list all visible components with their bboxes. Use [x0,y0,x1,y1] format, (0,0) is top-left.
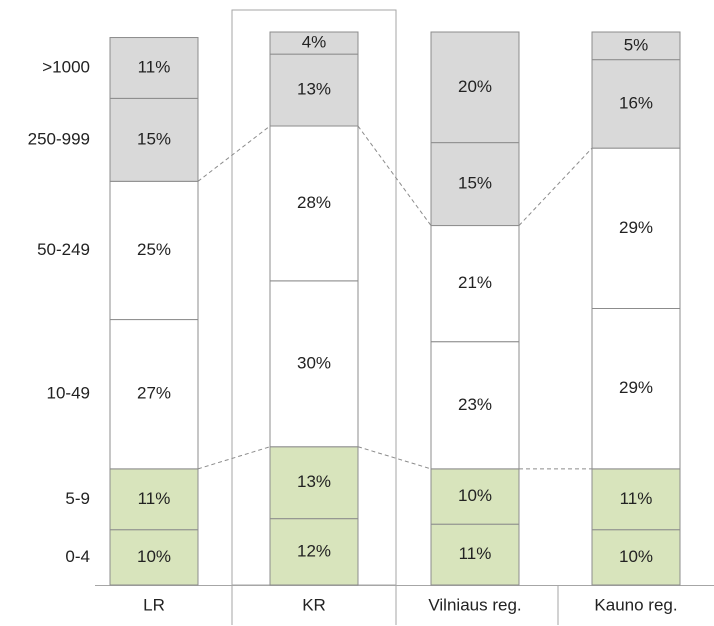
bar-segment [109,529,199,586]
bar-segment [430,31,520,144]
series-label: 0-4 [65,547,90,566]
data-label: 5% [624,35,649,54]
data-label: 11% [138,489,171,508]
connector [197,125,271,182]
bar-segment [269,53,359,127]
bar-segment [591,529,681,586]
bar-segment [269,31,359,55]
bar-segment [591,468,681,531]
bar-segment [591,308,681,470]
bar-segment [269,280,359,448]
series-label: 5-9 [65,489,90,508]
bar-segment [430,142,520,227]
data-label: 28% [297,193,331,212]
x-tick-label: LR [143,595,165,614]
data-label: 10% [619,547,653,566]
data-label: 13% [297,80,331,99]
data-label: 16% [619,93,653,112]
data-label: 10% [458,486,492,505]
data-label: 13% [297,472,331,491]
bar-segment [109,180,199,321]
connector [357,125,432,226]
data-label: 25% [137,240,171,259]
data-label: 27% [137,384,171,403]
bar-segment [109,319,199,470]
connector [197,446,271,470]
bar-segment [430,225,520,343]
data-label: 10% [137,547,171,566]
x-tick-label: Kauno reg. [594,595,677,614]
series-label: 250-999 [28,129,90,148]
bar-segment [269,446,359,520]
data-label: 23% [458,395,492,414]
x-tick-label: Vilniaus reg. [428,595,521,614]
data-label: 30% [297,353,331,372]
connector [518,147,593,226]
connector [357,446,432,470]
data-label: 4% [302,33,327,52]
data-label: 29% [619,378,653,397]
data-label: 21% [458,273,492,292]
bar-segment [591,147,681,309]
data-label: 15% [137,129,171,148]
series-label: 10-49 [47,384,90,403]
series-label: 50-249 [37,240,90,259]
data-label: 11% [620,489,653,508]
bar-segment [109,37,199,99]
data-label: 11% [459,544,492,563]
bar-segment [269,125,359,282]
bar-segment [109,97,199,182]
x-tick-label: KR [302,595,326,614]
bar-segment [269,518,359,586]
data-label: 11% [138,57,171,76]
data-label: 15% [458,174,492,193]
data-label: 20% [458,77,492,96]
bar-segment [430,341,520,470]
data-label: 12% [297,541,331,560]
bar-segment [591,31,681,61]
series-label: >1000 [42,57,90,76]
bar-segment [430,523,520,586]
data-label: 29% [619,218,653,237]
